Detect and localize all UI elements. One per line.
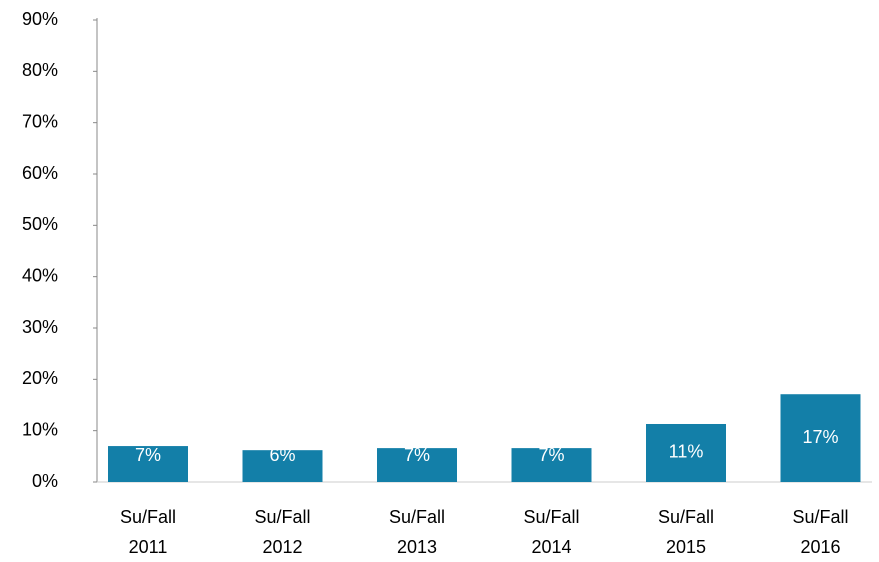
- x-tick-label: Su/Fall 2012: [254, 507, 311, 557]
- data-label: 7%: [538, 445, 564, 465]
- x-tick-label: Su/Fall 2014: [523, 507, 580, 557]
- y-tick-label: 20%: [22, 368, 58, 388]
- x-tick-label: Su/Fall 2011: [119, 507, 177, 557]
- data-label: 6%: [269, 445, 295, 465]
- x-tick-label: Su/Fall 2015: [657, 507, 715, 557]
- x-tick-label: Su/Fall 2016: [792, 507, 849, 557]
- bar: [108, 446, 188, 482]
- y-tick-label: 60%: [22, 163, 58, 183]
- data-label: 17%: [802, 427, 838, 447]
- y-tick-label: 30%: [22, 317, 58, 337]
- data-label: 7%: [404, 445, 430, 465]
- bar: [242, 450, 323, 482]
- bar: [511, 448, 592, 482]
- x-tick-label: Su/Fall 2013: [388, 507, 446, 557]
- y-tick-label: 40%: [22, 265, 58, 285]
- data-label: 7%: [135, 445, 161, 465]
- y-tick-label: 0%: [32, 471, 58, 491]
- bar: [646, 423, 726, 482]
- y-tick-label: 70%: [22, 111, 58, 131]
- y-tick-label: 50%: [22, 214, 58, 234]
- bar: [780, 394, 861, 482]
- bar: [377, 448, 457, 482]
- y-tick-label: 80%: [22, 60, 58, 80]
- y-tick-label: 90%: [22, 9, 58, 29]
- data-label: 11%: [669, 442, 704, 462]
- y-tick-label: 10%: [22, 419, 58, 439]
